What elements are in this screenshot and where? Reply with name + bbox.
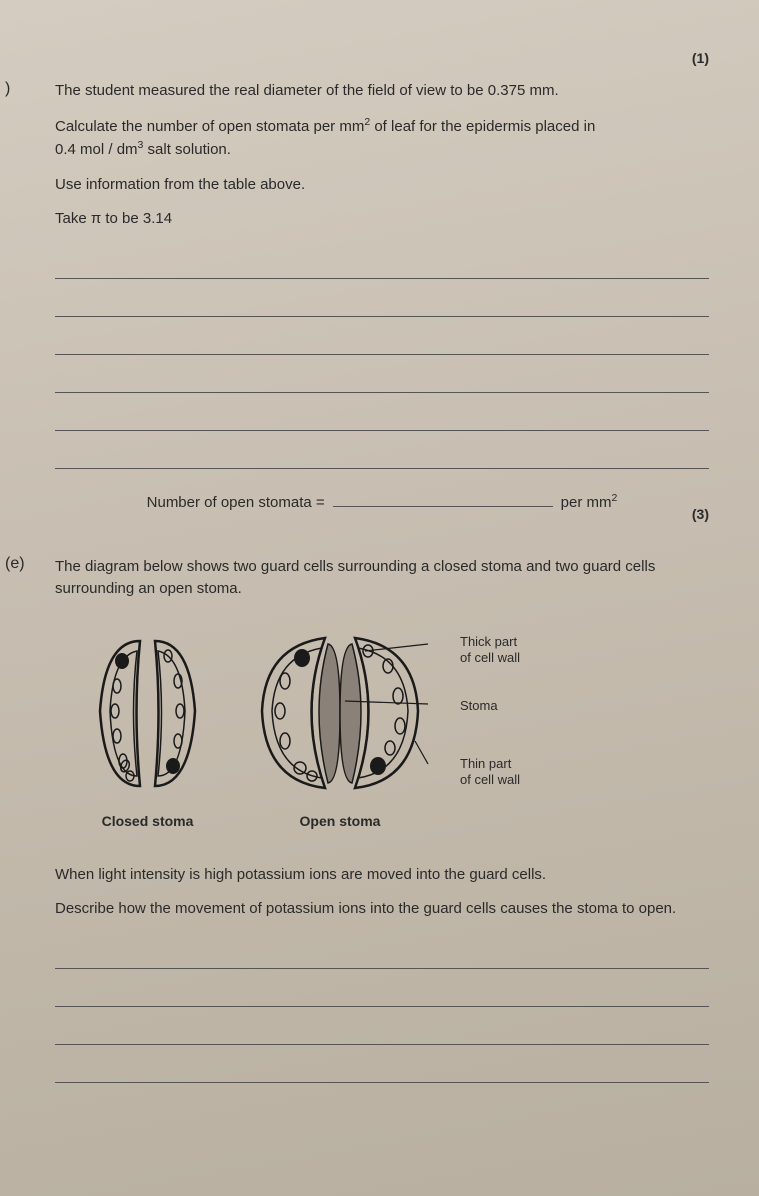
closed-caption: Closed stoma <box>102 813 194 829</box>
label-thick-2: of cell wall <box>460 650 520 665</box>
d-text-1: The student measured the real diameter o… <box>55 80 709 103</box>
answer-lines-e <box>55 941 709 1083</box>
answer-line <box>55 979 709 1007</box>
stoma-diagram: Closed stoma <box>75 626 709 829</box>
open-stoma-figure: Open stoma <box>250 626 430 829</box>
label-thin-1: Thin part <box>460 756 511 771</box>
label-thin-2: of cell wall <box>460 772 520 787</box>
e-intro: The diagram below shows two guard cells … <box>55 556 709 601</box>
answer-line <box>55 1017 709 1045</box>
question-e-block: The diagram below shows two guard cells … <box>55 556 709 1083</box>
answer-line <box>55 365 709 393</box>
open-caption: Open stoma <box>300 813 381 829</box>
d-text-2: Calculate the number of open stomata per… <box>55 115 709 162</box>
marks-indicator-d: (3) <box>692 506 709 522</box>
e-body-2: Describe how the movement of potassium i… <box>55 898 709 921</box>
answer-line <box>55 251 709 279</box>
label-stoma: Stoma <box>460 698 498 713</box>
d-text-4: Take π to be 3.14 <box>55 208 709 231</box>
answer-lines-d <box>55 251 709 469</box>
e-body-1: When light intensity is high potassium i… <box>55 864 709 887</box>
diagram-labels: Thick part of cell wall Stoma Thin part … <box>460 626 590 829</box>
answer-line <box>55 327 709 355</box>
open-stoma-svg <box>250 626 430 801</box>
d-text-3: Use information from the table above. <box>55 174 709 197</box>
answer-line <box>55 441 709 469</box>
answer-line <box>55 1055 709 1083</box>
marks-indicator-top: (1) <box>692 50 709 66</box>
closed-stoma-svg <box>75 626 220 801</box>
answer-line <box>55 403 709 431</box>
closed-stoma-figure: Closed stoma <box>75 626 220 829</box>
question-marker-e: (e) <box>5 555 25 573</box>
answer-line <box>55 941 709 969</box>
stomata-answer-row: Number of open stomata = per mm2 <box>55 489 709 511</box>
answer-label: Number of open stomata = <box>147 494 325 511</box>
answer-line <box>55 289 709 317</box>
answer-blank <box>333 489 553 507</box>
question-marker-d: ) <box>5 80 10 98</box>
question-d-block: The student measured the real diameter o… <box>55 80 709 511</box>
answer-unit: per mm2 <box>561 492 618 511</box>
label-thick-1: Thick part <box>460 634 517 649</box>
